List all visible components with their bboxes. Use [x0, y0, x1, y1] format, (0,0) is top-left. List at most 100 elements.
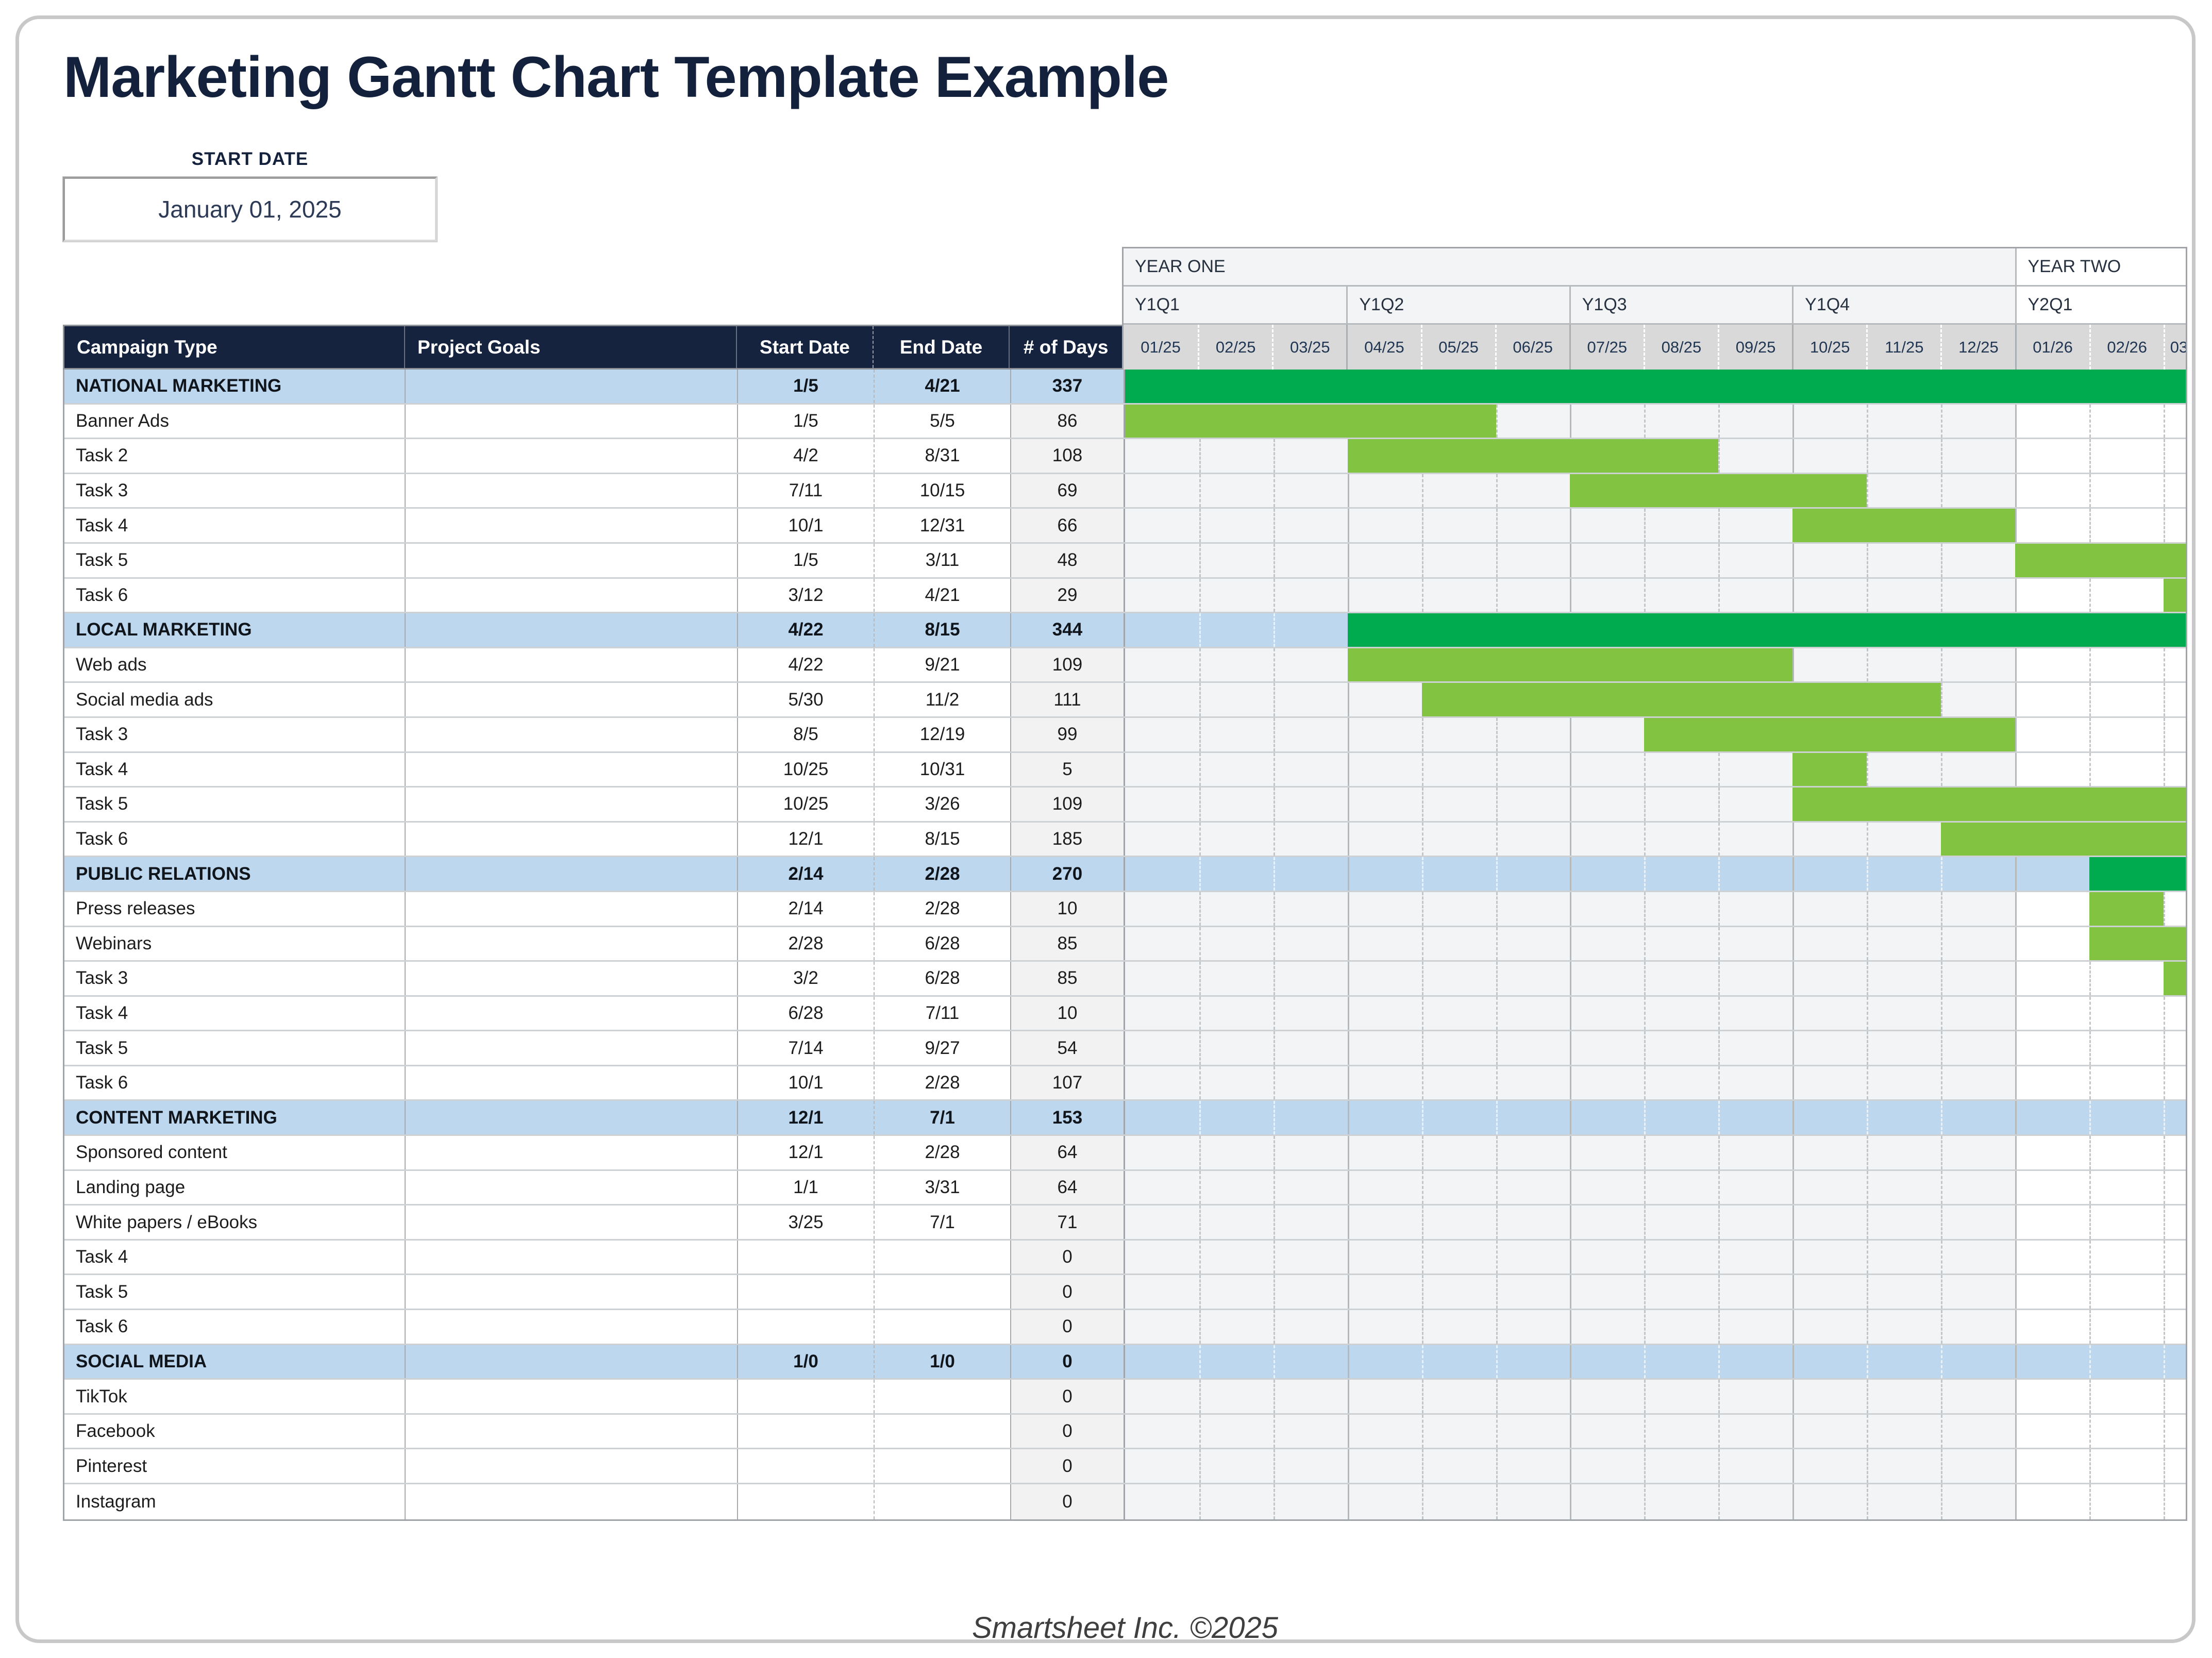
end-date-cell[interactable]: 12/19: [874, 717, 1010, 751]
goals-cell[interactable]: [405, 439, 737, 473]
start-date-cell[interactable]: [737, 1414, 874, 1448]
campaign-cell[interactable]: Task 4: [76, 1002, 128, 1023]
days-cell[interactable]: 337: [1010, 370, 1124, 403]
end-date-cell[interactable]: 3/11: [874, 543, 1010, 577]
goals-cell[interactable]: [405, 509, 737, 542]
days-cell[interactable]: 111: [1010, 683, 1124, 716]
campaign-cell[interactable]: Web ads: [76, 655, 147, 675]
start-date-cell[interactable]: 1/5: [737, 543, 874, 577]
start-date-cell[interactable]: 7/14: [737, 1031, 874, 1065]
campaign-cell[interactable]: Task 5: [76, 794, 128, 814]
campaign-cell[interactable]: PUBLIC RELATIONS: [64, 857, 405, 891]
end-date-cell[interactable]: [874, 1380, 1010, 1413]
start-date-cell[interactable]: 12/1: [737, 822, 874, 856]
start-date-cell[interactable]: [737, 1449, 874, 1483]
goals-cell[interactable]: [405, 892, 737, 926]
campaign-cell[interactable]: White papers / eBooks: [76, 1212, 258, 1232]
goals-cell[interactable]: [405, 1031, 737, 1065]
goals-cell[interactable]: [405, 996, 737, 1030]
campaign-cell[interactable]: Task 2: [76, 445, 128, 466]
days-cell[interactable]: 86: [1010, 404, 1124, 438]
days-cell[interactable]: 0: [1010, 1310, 1124, 1344]
campaign-cell[interactable]: Task 6: [76, 1073, 128, 1093]
start-date-cell[interactable]: [737, 1484, 874, 1519]
days-cell[interactable]: 54: [1010, 1031, 1124, 1065]
end-date-cell[interactable]: 2/28: [874, 892, 1010, 926]
end-date-cell[interactable]: 9/27: [874, 1031, 1010, 1065]
goals-cell[interactable]: [405, 1101, 737, 1135]
days-cell[interactable]: 0: [1010, 1414, 1124, 1448]
days-cell[interactable]: 69: [1010, 474, 1124, 508]
days-cell[interactable]: 0: [1010, 1275, 1124, 1309]
goals-cell[interactable]: [405, 370, 737, 403]
end-date-cell[interactable]: [874, 1310, 1010, 1344]
goals-cell[interactable]: [405, 404, 737, 438]
start-date-cell[interactable]: 6/28: [737, 996, 874, 1030]
campaign-cell[interactable]: Banner Ads: [76, 410, 169, 431]
days-cell[interactable]: 64: [1010, 1170, 1124, 1204]
days-cell[interactable]: 0: [1010, 1240, 1124, 1274]
start-date-cell[interactable]: 10/1: [737, 1066, 874, 1100]
goals-cell[interactable]: [405, 1484, 737, 1519]
days-cell[interactable]: 5: [1010, 752, 1124, 786]
days-cell[interactable]: 66: [1010, 509, 1124, 542]
end-date-cell[interactable]: 9/21: [874, 648, 1010, 682]
days-cell[interactable]: 10: [1010, 892, 1124, 926]
end-date-cell[interactable]: 7/1: [874, 1101, 1010, 1135]
start-date-cell[interactable]: 10/25: [737, 752, 874, 786]
end-date-cell[interactable]: 2/28: [874, 1136, 1010, 1169]
campaign-cell[interactable]: Facebook: [76, 1421, 155, 1442]
days-cell[interactable]: 107: [1010, 1066, 1124, 1100]
start-date-cell[interactable]: 12/1: [737, 1101, 874, 1135]
goals-cell[interactable]: [405, 1275, 737, 1309]
start-date-cell[interactable]: 12/1: [737, 1136, 874, 1169]
start-date-cell[interactable]: 3/12: [737, 578, 874, 612]
end-date-cell[interactable]: 8/31: [874, 439, 1010, 473]
end-date-cell[interactable]: [874, 1240, 1010, 1274]
goals-cell[interactable]: [405, 717, 737, 751]
campaign-cell[interactable]: NATIONAL MARKETING: [64, 370, 405, 403]
start-date-cell[interactable]: 4/22: [737, 613, 874, 647]
start-date-cell[interactable]: [737, 1240, 874, 1274]
start-date-cell[interactable]: 8/5: [737, 717, 874, 751]
days-cell[interactable]: 108: [1010, 439, 1124, 473]
start-date-cell[interactable]: 7/11: [737, 474, 874, 508]
goals-cell[interactable]: [405, 1414, 737, 1448]
end-date-cell[interactable]: 6/28: [874, 927, 1010, 961]
start-date-input[interactable]: January 01, 2025: [62, 176, 438, 242]
start-date-cell[interactable]: 1/5: [737, 404, 874, 438]
days-cell[interactable]: 85: [1010, 962, 1124, 995]
days-cell[interactable]: 153: [1010, 1101, 1124, 1135]
start-date-cell[interactable]: [737, 1310, 874, 1344]
campaign-cell[interactable]: Task 4: [76, 759, 128, 779]
campaign-cell[interactable]: Press releases: [76, 898, 195, 919]
start-date-cell[interactable]: 10/1: [737, 509, 874, 542]
goals-cell[interactable]: [405, 788, 737, 821]
goals-cell[interactable]: [405, 857, 737, 891]
campaign-cell[interactable]: Pinterest: [76, 1455, 147, 1476]
goals-cell[interactable]: [405, 543, 737, 577]
campaign-cell[interactable]: Instagram: [76, 1491, 156, 1512]
days-cell[interactable]: 48: [1010, 543, 1124, 577]
end-date-cell[interactable]: 1/0: [874, 1345, 1010, 1379]
days-cell[interactable]: 64: [1010, 1136, 1124, 1169]
goals-cell[interactable]: [405, 1136, 737, 1169]
campaign-cell[interactable]: Task 5: [76, 550, 128, 571]
days-cell[interactable]: 344: [1010, 613, 1124, 647]
campaign-cell[interactable]: Task 5: [76, 1281, 128, 1302]
days-cell[interactable]: 85: [1010, 927, 1124, 961]
goals-cell[interactable]: [405, 822, 737, 856]
campaign-cell[interactable]: Task 3: [76, 968, 128, 989]
days-cell[interactable]: 109: [1010, 788, 1124, 821]
campaign-cell[interactable]: Landing page: [76, 1177, 186, 1197]
goals-cell[interactable]: [405, 648, 737, 682]
start-date-cell[interactable]: 2/14: [737, 857, 874, 891]
goals-cell[interactable]: [405, 1066, 737, 1100]
days-cell[interactable]: 0: [1010, 1380, 1124, 1413]
goals-cell[interactable]: [405, 1345, 737, 1379]
end-date-cell[interactable]: 10/31: [874, 752, 1010, 786]
end-date-cell[interactable]: 4/21: [874, 370, 1010, 403]
start-date-cell[interactable]: 1/1: [737, 1170, 874, 1204]
start-date-cell[interactable]: 4/2: [737, 439, 874, 473]
campaign-cell[interactable]: LOCAL MARKETING: [64, 613, 405, 647]
